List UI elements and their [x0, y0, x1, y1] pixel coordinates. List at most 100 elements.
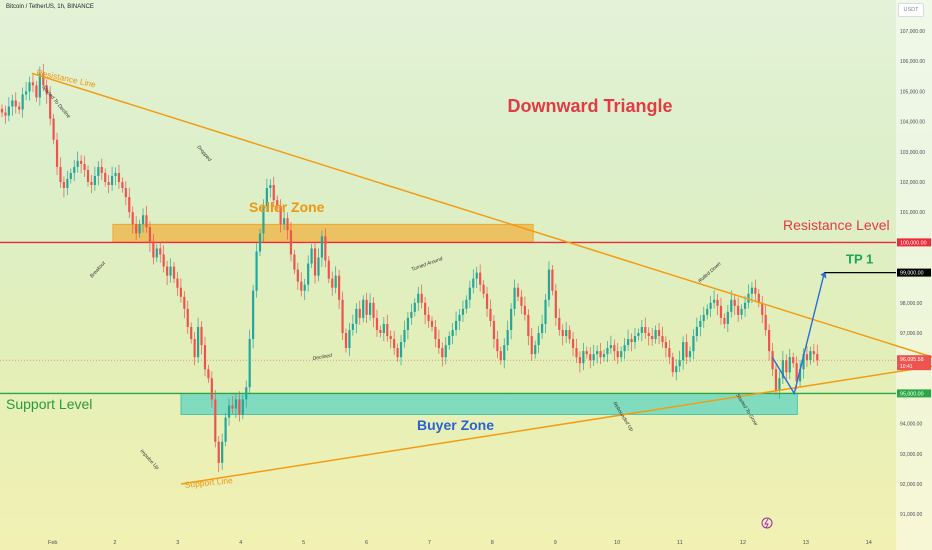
candle-body	[719, 305, 723, 318]
candle-body	[671, 357, 674, 373]
y-tick-label: 94,000.00	[900, 422, 922, 428]
resistance-level-label: Resistance Level	[783, 217, 890, 233]
candle-body	[269, 185, 272, 189]
candle-body	[393, 339, 396, 349]
candle-body	[496, 339, 499, 352]
x-tick-label: 7	[428, 540, 431, 546]
candle-body	[661, 336, 664, 343]
candle-body	[379, 329, 382, 333]
lightning-glyph	[764, 518, 769, 529]
y-tick-label: 105,000.00	[900, 89, 925, 95]
candle-body	[307, 263, 310, 285]
candle-body	[451, 329, 454, 337]
candle-body	[430, 320, 434, 327]
tp1-price-tag	[897, 268, 931, 277]
candle-body	[537, 333, 540, 346]
candle-body	[417, 293, 420, 303]
candle-body	[499, 351, 502, 361]
candle-body	[107, 182, 110, 186]
candle-body	[781, 360, 784, 379]
candle-body	[214, 399, 217, 442]
projection-arrowhead	[820, 271, 827, 279]
candle-body	[355, 308, 358, 324]
lightning-icon[interactable]	[761, 517, 773, 529]
candle-body	[172, 266, 176, 279]
candle-body	[475, 272, 478, 279]
x-tick-label: 9	[554, 540, 557, 546]
candle-body	[558, 317, 561, 330]
candle-body	[265, 188, 268, 207]
candle-body	[482, 284, 485, 294]
projection-path	[771, 272, 826, 396]
candle-body	[540, 323, 544, 333]
candle-body	[93, 175, 96, 186]
candle-body	[668, 348, 671, 358]
candle-body	[737, 305, 740, 315]
candle-body	[764, 314, 767, 330]
x-tick-label: 6	[365, 540, 368, 546]
candle-body	[117, 172, 121, 182]
candle-body	[224, 417, 227, 442]
candle-body	[368, 302, 372, 315]
candle-body	[196, 326, 200, 358]
candle-body	[73, 166, 76, 173]
candle-body	[506, 329, 509, 346]
candle-body	[162, 254, 165, 267]
candle-body	[730, 299, 733, 312]
candle-body	[386, 323, 389, 337]
candle-body	[716, 299, 719, 306]
candle-body	[375, 317, 379, 330]
candle-body	[396, 348, 399, 358]
candle-body	[520, 296, 523, 306]
currency-button[interactable]: USDT	[898, 3, 924, 17]
candle-body	[293, 254, 296, 270]
candle-body	[620, 351, 623, 358]
candle-body	[128, 197, 131, 213]
candle-body	[338, 275, 341, 300]
candle-body	[513, 287, 516, 309]
candle-body	[606, 348, 609, 355]
candle-body	[100, 166, 103, 173]
candle-body	[217, 441, 220, 463]
candle-body	[186, 308, 189, 327]
y-tick-label: 92,000.00	[900, 482, 922, 488]
candle-body	[317, 257, 320, 276]
candle-body	[21, 94, 24, 110]
candle-body	[300, 281, 303, 291]
candle-body	[647, 333, 650, 337]
candle-body	[420, 293, 423, 303]
candle-body	[565, 329, 568, 337]
candle-body	[798, 369, 802, 382]
candle-body	[403, 329, 406, 343]
candle-body	[602, 354, 606, 358]
candle-body	[630, 339, 633, 343]
support-trendline	[180, 365, 932, 485]
y-tick-label: 91,000.00	[900, 512, 922, 518]
support-level-label: Support Level	[6, 396, 92, 412]
y-tick-label: 97,000.00	[900, 331, 922, 337]
candle-body	[589, 354, 592, 361]
candle-body	[4, 112, 7, 116]
x-tick-label: 8	[491, 540, 494, 546]
candle-body	[327, 260, 330, 279]
annotation-turned-around: Turned Around	[411, 256, 444, 273]
candle-body	[472, 278, 475, 288]
candle-body	[754, 287, 757, 294]
candle-body	[788, 357, 791, 373]
candle-body	[626, 339, 630, 346]
current-price-tag-text: 96,095.58	[900, 357, 924, 363]
candle-body	[245, 387, 248, 400]
candle-body	[389, 336, 392, 340]
candle-body	[623, 345, 626, 352]
candle-body	[771, 351, 774, 370]
candle-body	[272, 185, 275, 201]
current-price-tag	[897, 355, 931, 371]
candle-body	[534, 345, 537, 355]
candle-body	[341, 299, 344, 333]
annotation-dropped: Dropped	[195, 144, 212, 163]
candle-body	[785, 360, 788, 373]
candle-body	[203, 345, 207, 370]
y-tick-label: 103,000.00	[900, 150, 925, 156]
